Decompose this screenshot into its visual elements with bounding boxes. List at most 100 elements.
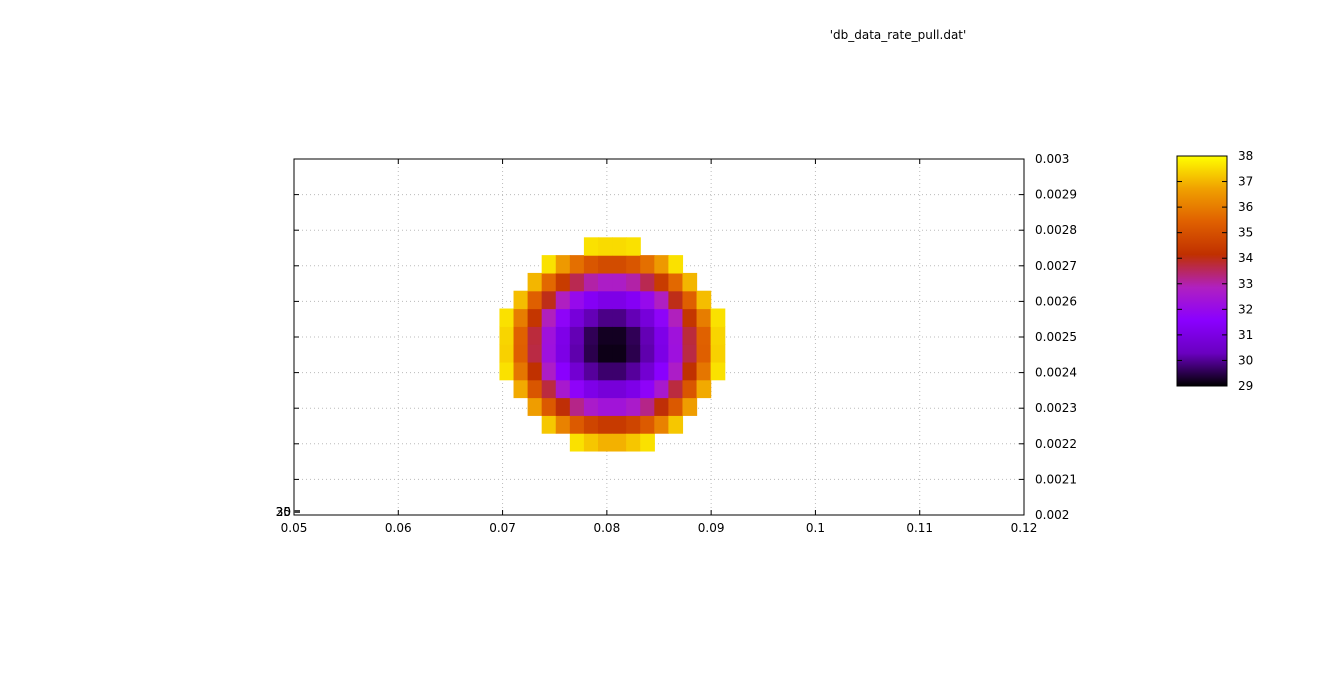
heatmap-cell [555, 272, 571, 292]
heatmap-cell [626, 344, 641, 363]
heatmap-cell [583, 415, 599, 434]
heatmap-cell [513, 308, 529, 327]
heatmap-cell [710, 344, 726, 363]
heatmap-cell [597, 433, 613, 452]
x-axis: 0.05 0.06 0.07 0.08 0.09 0.1 0.11 0.12 [281, 159, 1038, 535]
heatmap-cell [668, 361, 684, 381]
heatmap-cell [612, 308, 627, 327]
heatmap-cell [569, 433, 585, 452]
heatmap-cell [597, 290, 613, 310]
heatmap-cell [541, 361, 557, 381]
heatmap-cell [710, 326, 726, 345]
chart-title: 'db_data_rate_pull.dat' [830, 28, 967, 42]
heatmap-cell [654, 272, 669, 292]
heatmap-cell [668, 379, 684, 399]
heatmap-cell [597, 308, 613, 327]
heatmap-cell [654, 344, 669, 363]
heatmap-cell [555, 379, 571, 399]
heatmap-cell [654, 255, 669, 274]
colorbar-tick-label: 29 [1238, 379, 1253, 393]
heatmap-cell [612, 255, 627, 274]
x-tick-label: 0.08 [593, 521, 620, 535]
heatmap-cell [569, 379, 585, 399]
heatmap-cell [597, 361, 613, 381]
y-tick-label: 0.0025 [1035, 330, 1077, 344]
heatmap-cell [682, 308, 698, 327]
heatmap-cell [555, 308, 571, 327]
y-tick-label: 0.0026 [1035, 294, 1077, 308]
heatmap-cell [682, 272, 698, 292]
heatmap-cell [527, 397, 543, 416]
heatmap-cell [555, 344, 571, 363]
heatmap-cell [654, 379, 669, 399]
heatmap-cell [513, 344, 529, 363]
heatmap-cell [626, 237, 641, 256]
heatmap-cell [527, 361, 543, 381]
heatmap-cell [583, 344, 599, 363]
heatmap-cell [597, 415, 613, 434]
heatmap-cell [541, 326, 557, 345]
heatmap-cell [626, 433, 641, 452]
heatmap-cell [640, 290, 655, 310]
heatmap-cell [640, 344, 655, 363]
heatmap-cell [569, 308, 585, 327]
heatmap-cell [640, 433, 655, 452]
heatmap-cell [668, 326, 684, 345]
heatmap-cell [541, 415, 557, 434]
heatmap-cell [640, 326, 655, 345]
heatmap-cell [555, 397, 571, 416]
heatmap-cell [569, 290, 585, 310]
heatmap-cell [555, 415, 571, 434]
heatmap-cell [541, 272, 557, 292]
heatmap-cell [654, 397, 669, 416]
heatmap-cell [541, 397, 557, 416]
heatmap-cell [583, 397, 599, 416]
heatmap-cell [654, 361, 669, 381]
colorbar-tick-label: 38 [1238, 149, 1253, 163]
heatmap-cell [640, 272, 655, 292]
heatmap-cell [654, 290, 669, 310]
heatmap-cell [513, 326, 529, 345]
heatmap-cell [668, 308, 684, 327]
colorbar-tick-label: 33 [1238, 277, 1253, 291]
y-tick-label: 0.002 [1035, 508, 1069, 522]
heatmap-cell [696, 326, 712, 345]
heatmap-cell [527, 379, 543, 399]
heatmap-cell [569, 344, 585, 363]
heatmap-cell [668, 415, 684, 434]
x-tick-label: 0.05 [281, 521, 308, 535]
y-tick-label: 0.0023 [1035, 401, 1077, 415]
heatmap-cell [626, 326, 641, 345]
corner-marker [294, 510, 300, 513]
heatmap-cell [682, 326, 698, 345]
heatmap-cell [555, 361, 571, 381]
heatmap-cell [626, 272, 641, 292]
colorbar-tick-label: 37 [1238, 175, 1253, 189]
y-tick-label: 0.0024 [1035, 366, 1077, 380]
heatmap-cell [583, 255, 599, 274]
x-tick-label: 0.11 [906, 521, 933, 535]
heatmap-cell [541, 290, 557, 310]
heatmap-cell [597, 344, 613, 363]
colorbar: 29 30 31 32 33 34 35 36 37 38 [1176, 149, 1253, 393]
heatmap-cell [668, 344, 684, 363]
heatmap-cell [569, 397, 585, 416]
heatmap-cell [527, 290, 543, 310]
heatmap-cell [682, 344, 698, 363]
heatmap-cell [612, 272, 627, 292]
heatmap-cell [668, 290, 684, 310]
heatmap-cell [654, 326, 669, 345]
heatmap-cell [668, 272, 684, 292]
y-tick-label: 0.003 [1035, 152, 1069, 166]
heatmap-cell [612, 379, 627, 399]
heatmap-cell [626, 255, 641, 274]
heatmap-cell [569, 255, 585, 274]
heatmap-cell [682, 361, 698, 381]
heatmap-cell [626, 397, 641, 416]
x-tick-label: 0.12 [1011, 521, 1038, 535]
y-axis: 0.002 0.0021 0.0022 0.0023 0.0024 0.0025 0.002… [294, 152, 1077, 522]
corner-label: 20 [276, 505, 291, 519]
heatmap-cell [555, 290, 571, 310]
heatmap-cell [499, 308, 515, 327]
